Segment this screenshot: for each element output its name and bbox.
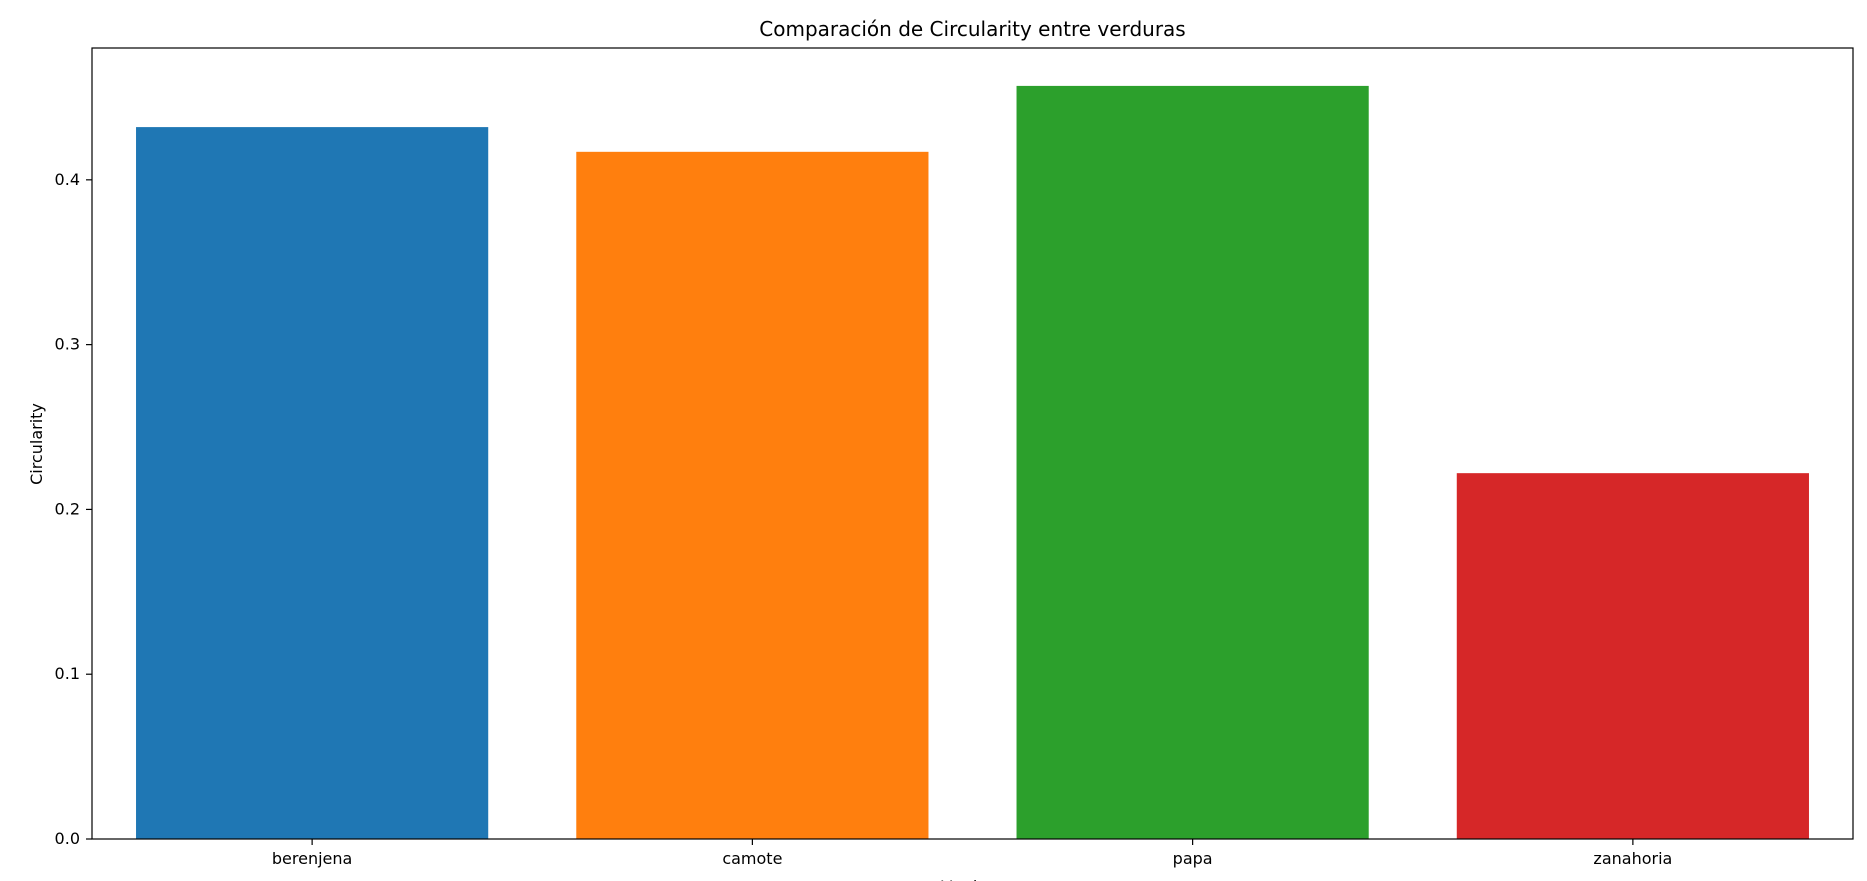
x-tick-label: papa xyxy=(1173,849,1213,868)
x-tick-label: camote xyxy=(722,849,782,868)
y-tick-label: 0.0 xyxy=(55,829,80,848)
y-tick-label: 0.1 xyxy=(55,664,80,683)
y-tick-label: 0.2 xyxy=(55,499,80,518)
x-tick-label: zanahoria xyxy=(1593,849,1672,868)
bar-camote xyxy=(576,151,929,840)
y-axis-label: Circularity xyxy=(27,403,46,485)
y-tick-label: 0.4 xyxy=(55,170,80,189)
chart-title: Comparación de Circularity entre verdura… xyxy=(759,17,1185,41)
plot-area-frame xyxy=(91,47,1854,840)
bar-papa xyxy=(1016,85,1369,839)
y-axis-ticks: 0.0 0.1 0.2 0.3 0.4 xyxy=(55,170,92,848)
bar-berenjena xyxy=(136,127,489,840)
x-axis-ticks: berenjena camote papa zanahoria xyxy=(272,839,1672,868)
bar-zanahoria xyxy=(1456,473,1809,839)
x-tick-label: berenjena xyxy=(272,849,352,868)
y-tick-label: 0.3 xyxy=(55,335,80,354)
bars-group xyxy=(136,85,1809,840)
x-axis-label: Verdura xyxy=(941,877,1004,881)
